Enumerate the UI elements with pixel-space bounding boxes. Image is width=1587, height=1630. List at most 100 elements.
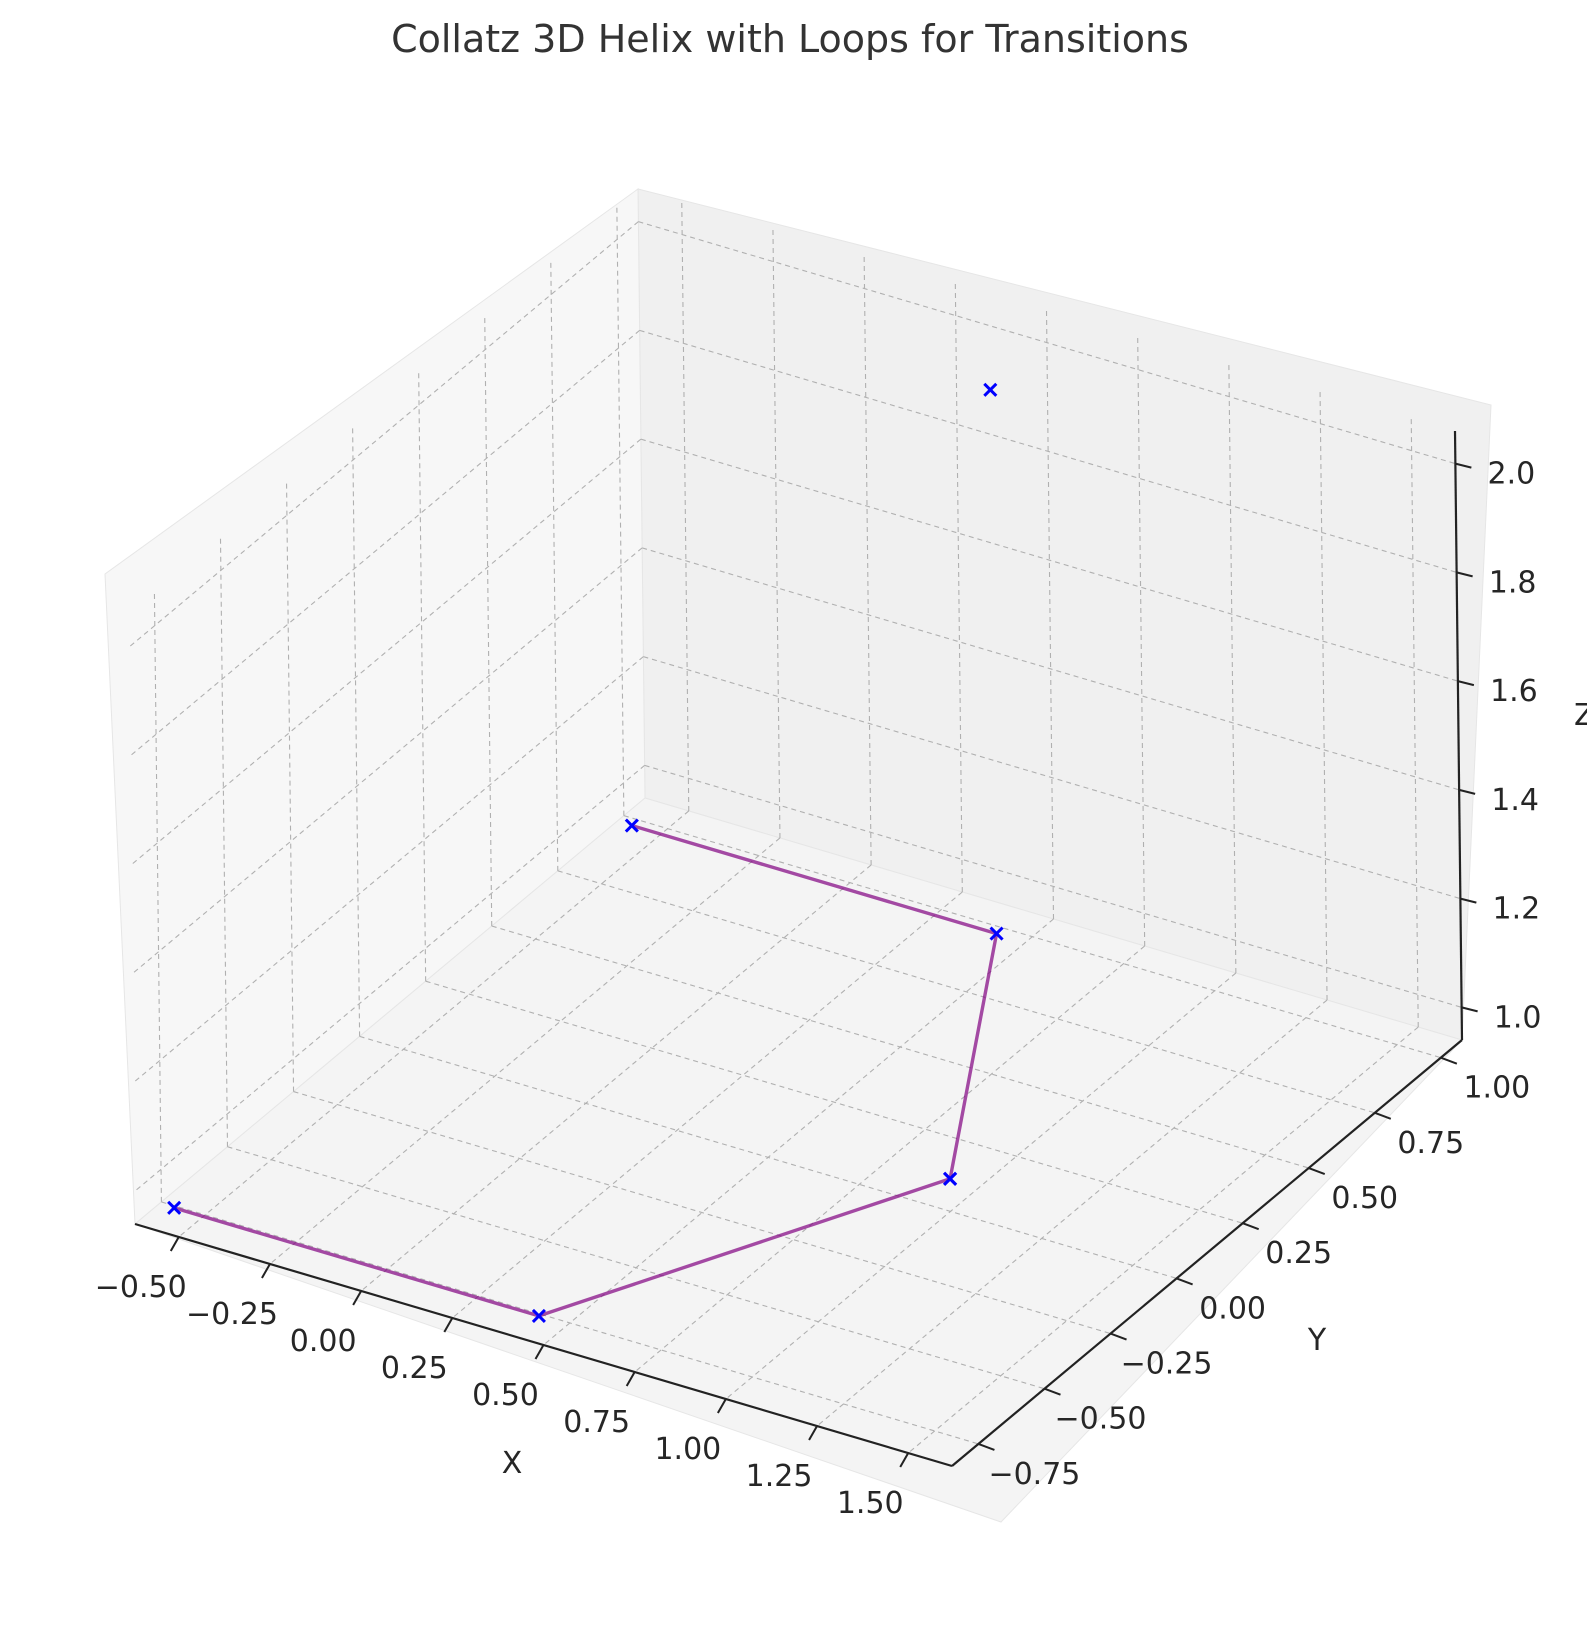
z-axis-label: Z — [1574, 698, 1587, 733]
point-marker — [624, 818, 639, 833]
gridline-x-back — [1410, 418, 1419, 1028]
x-tick — [443, 1317, 454, 1333]
x-tick-label: −0.25 — [186, 1297, 278, 1332]
trajectory-segment — [537, 1177, 952, 1318]
marker-stroke — [531, 1308, 546, 1323]
gridline-x-back — [1045, 309, 1055, 920]
gridline-z-left — [133, 656, 644, 1084]
y-tick — [1374, 1111, 1392, 1120]
z-tick-label: 1.4 — [1491, 783, 1539, 818]
y-tick — [1242, 1222, 1260, 1231]
z-axis-line — [1453, 430, 1464, 1041]
chart-title: Collatz 3D Helix with Loops for Transiti… — [391, 17, 1189, 61]
point-marker — [983, 382, 998, 397]
x-tick — [534, 1344, 545, 1360]
gridline-y-left — [153, 592, 162, 1202]
trajectory-segment — [948, 931, 999, 1181]
y-tick — [1110, 1332, 1127, 1341]
y-tick — [978, 1442, 995, 1451]
z-tick-label: 1.6 — [1490, 674, 1538, 709]
axes-panes — [104, 188, 1492, 1523]
gridline-x-floor — [634, 945, 1146, 1373]
x-tick — [625, 1371, 636, 1387]
gridline-y-left — [219, 537, 229, 1147]
x-tick — [899, 1452, 910, 1468]
gridline-z-back — [640, 438, 1459, 682]
gridline-x-back — [954, 282, 963, 892]
marker-stroke — [989, 926, 1004, 941]
gridline-x-floor — [360, 864, 872, 1292]
gridline-y-floor — [161, 1201, 979, 1445]
gridline-z-back — [643, 656, 1461, 900]
trajectory-segment — [630, 823, 999, 936]
gridline-y-floor — [227, 1146, 1045, 1390]
gridline-y-left — [352, 427, 361, 1037]
x-tick-label: 1.00 — [654, 1432, 721, 1467]
z-tick-label: 1.0 — [1494, 1000, 1542, 1035]
y-tick — [1308, 1167, 1326, 1175]
gridline-z-left — [130, 438, 642, 866]
gridline-z-back — [644, 764, 1462, 1008]
gridline-z-left — [134, 764, 645, 1192]
z-tick — [1455, 462, 1472, 469]
gridline-x-back — [772, 228, 781, 838]
x-tick-label: 0.25 — [381, 1351, 448, 1386]
y-tick — [1044, 1387, 1061, 1396]
x-tick-label: 0.75 — [563, 1405, 630, 1440]
marker-stroke — [943, 1171, 958, 1186]
z-tick — [1460, 897, 1477, 904]
x-tick — [808, 1425, 818, 1441]
gridline-x-floor — [816, 999, 1328, 1427]
gridline-x-back — [1228, 364, 1237, 974]
gridline-y-floor — [557, 870, 1375, 1114]
point-marker — [943, 1171, 958, 1186]
marker-stroke — [624, 818, 639, 833]
gridline-y-left — [418, 372, 427, 982]
ticks: −0.50−0.250.000.250.500.751.001.251.50−0… — [95, 457, 1542, 1521]
gridline-y-left — [550, 261, 559, 871]
x-tick — [352, 1290, 363, 1306]
y-tick-label: 0.50 — [1331, 1181, 1398, 1216]
y-tick-label: 0.25 — [1265, 1236, 1332, 1271]
z-tick — [1458, 788, 1476, 795]
y-tick-label: 0.75 — [1397, 1126, 1464, 1161]
z-tick — [1461, 1006, 1478, 1013]
z-tick-label: 1.2 — [1493, 892, 1541, 927]
y-axis-line — [951, 1039, 1463, 1467]
y-tick — [1176, 1277, 1193, 1286]
gridline-y-floor — [293, 1091, 1111, 1335]
x-tick-label: 1.25 — [746, 1459, 813, 1494]
x-tick-label: 0.00 — [290, 1324, 357, 1359]
x-tick-label: 1.50 — [837, 1486, 904, 1521]
x-tick — [716, 1398, 727, 1414]
gridline-x-floor — [451, 891, 963, 1319]
trajectory-segment — [172, 1206, 541, 1318]
x-tick-label: 0.50 — [472, 1378, 539, 1413]
x-tick-label: −0.50 — [95, 1270, 187, 1305]
gridline-z-left — [131, 547, 643, 975]
gridline-x-floor — [725, 972, 1237, 1400]
gridline-y-floor — [359, 1035, 1177, 1279]
marker-stroke — [167, 1200, 182, 1215]
y-axis-label: Y — [1307, 1323, 1327, 1358]
series-trajectory — [167, 382, 1004, 1323]
gridline-x-floor — [178, 810, 690, 1238]
gridlines — [128, 201, 1462, 1454]
gridline-x-back — [681, 201, 690, 811]
gridline-y-left — [285, 482, 295, 1092]
point-marker — [167, 1200, 182, 1215]
gridline-y-floor — [623, 815, 1442, 1059]
x-tick — [261, 1263, 271, 1279]
point-marker — [531, 1308, 546, 1323]
gridline-x-back — [863, 255, 872, 865]
floor-pane — [133, 797, 1463, 1523]
gridline-z-left — [128, 221, 639, 649]
x-axis-label: X — [502, 1446, 523, 1481]
z-tick-label: 1.8 — [1489, 565, 1537, 600]
gridline-z-back — [639, 329, 1457, 573]
z-tick — [1457, 680, 1475, 687]
y-tick-label: 0.00 — [1199, 1291, 1266, 1326]
gridline-x-floor — [543, 918, 1054, 1346]
point-marker — [989, 926, 1004, 941]
gridline-x-floor — [269, 837, 781, 1265]
